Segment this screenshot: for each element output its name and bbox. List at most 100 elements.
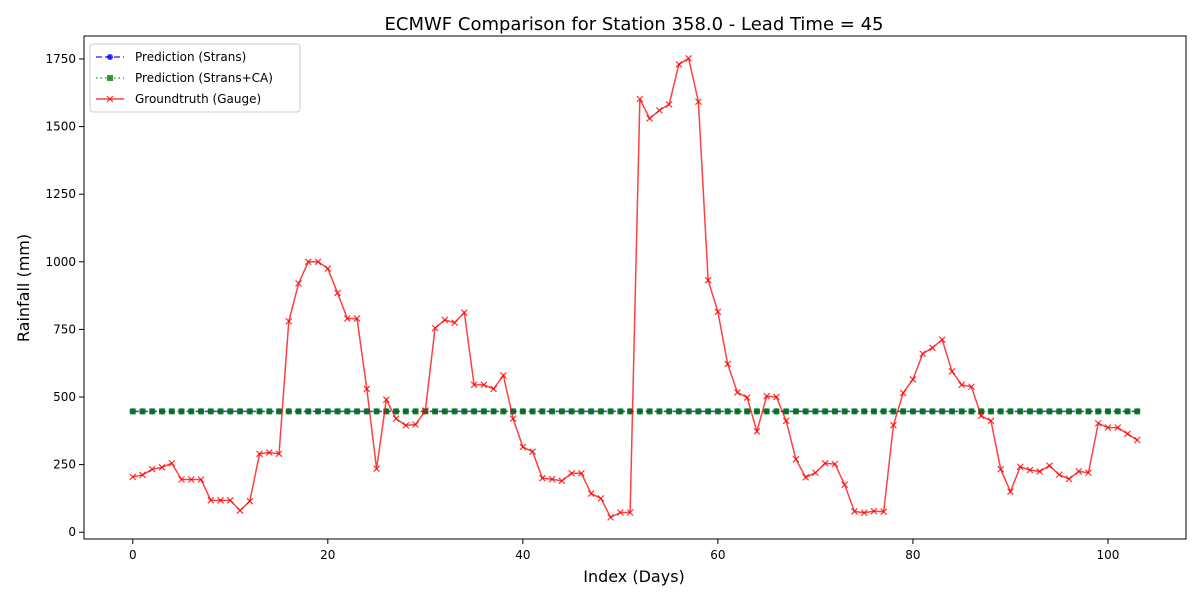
data-point	[1085, 408, 1092, 415]
data-point	[1095, 408, 1102, 415]
data-point	[500, 408, 507, 415]
x-axis-label: Index (Days)	[583, 567, 685, 586]
data-point	[588, 408, 595, 415]
data-point	[315, 408, 322, 415]
legend-marker	[106, 95, 114, 103]
data-point	[256, 408, 263, 415]
data-point	[412, 421, 419, 429]
data-point	[822, 408, 829, 415]
data-point	[509, 415, 517, 423]
data-point	[753, 427, 761, 435]
data-point	[929, 408, 936, 415]
data-point	[763, 392, 771, 400]
data-point	[841, 408, 848, 415]
data-point	[968, 408, 975, 415]
data-point	[314, 258, 322, 266]
data-point	[285, 317, 293, 325]
data-point	[344, 408, 351, 415]
series-3	[129, 55, 1141, 521]
data-point	[178, 476, 185, 483]
data-point	[480, 408, 487, 415]
data-point	[919, 350, 927, 358]
data-point	[1046, 408, 1053, 415]
data-point	[694, 98, 702, 106]
data-point	[159, 408, 166, 415]
legend: Prediction (Strans) Prediction (Strans+CA…	[89, 43, 301, 113]
data-point	[568, 408, 575, 415]
x-tick-label: 0	[129, 548, 137, 562]
data-point	[1017, 408, 1024, 415]
data-point	[646, 115, 654, 122]
data-point	[861, 408, 868, 415]
data-point	[714, 308, 722, 316]
data-point	[324, 265, 332, 272]
data-point	[1056, 408, 1063, 415]
data-point	[714, 408, 721, 415]
data-point	[197, 476, 205, 483]
data-point	[1075, 408, 1082, 415]
data-point	[1065, 475, 1073, 483]
data-point	[1007, 488, 1014, 496]
data-point	[919, 408, 926, 415]
data-point	[139, 471, 146, 479]
data-point	[743, 394, 751, 401]
data-point	[811, 469, 819, 477]
data-point	[354, 408, 361, 415]
y-tick-label: 250	[53, 458, 76, 472]
data-point	[178, 408, 185, 415]
data-point	[704, 276, 712, 284]
data-point	[129, 473, 137, 481]
data-point	[568, 469, 576, 477]
data-point	[792, 455, 800, 463]
data-point	[549, 408, 556, 415]
data-point	[1075, 467, 1083, 475]
data-point	[246, 497, 254, 505]
data-point	[324, 408, 331, 415]
data-point	[958, 408, 965, 415]
data-point	[149, 408, 156, 415]
data-point	[890, 408, 897, 415]
data-point	[392, 415, 400, 423]
data-point	[733, 389, 741, 396]
data-point	[880, 508, 888, 516]
data-point	[558, 408, 565, 415]
data-point	[285, 408, 292, 415]
data-point	[1055, 471, 1063, 479]
data-point	[890, 421, 897, 429]
data-point	[461, 408, 468, 415]
data-point	[1094, 419, 1102, 427]
legend-item: Prediction (Strans)	[96, 50, 246, 64]
x-tick-label: 100	[1097, 548, 1120, 562]
data-point	[451, 408, 458, 415]
data-point	[655, 106, 663, 114]
data-point	[129, 408, 136, 415]
data-point	[636, 408, 643, 415]
data-point	[851, 408, 858, 415]
data-point	[587, 490, 595, 497]
data-point	[334, 289, 341, 297]
y-tick-label: 0	[68, 525, 76, 539]
data-point	[1124, 408, 1131, 415]
data-point	[168, 459, 176, 467]
data-point	[812, 408, 819, 415]
data-point	[373, 408, 380, 415]
data-point	[977, 412, 985, 420]
data-point	[412, 408, 419, 415]
x-tick-label: 60	[710, 548, 725, 562]
data-point	[724, 408, 731, 415]
data-point	[198, 408, 205, 415]
plot-frame	[83, 35, 1187, 540]
chart-title: ECMWF Comparison for Station 358.0 - Lea…	[385, 14, 884, 35]
data-point	[870, 507, 878, 515]
data-point	[1134, 408, 1141, 415]
data-point	[909, 376, 917, 383]
data-point	[900, 408, 907, 415]
data-point	[334, 408, 341, 415]
data-point	[675, 60, 683, 68]
data-point	[295, 408, 302, 415]
data-point	[538, 474, 546, 482]
data-point	[295, 280, 302, 287]
x-tick-label: 80	[905, 548, 920, 562]
data-point	[851, 507, 858, 515]
